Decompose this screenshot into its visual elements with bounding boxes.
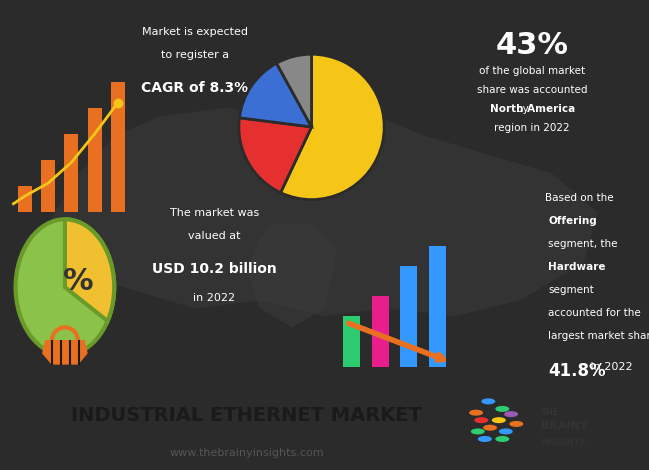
Text: share was accounted: share was accounted <box>477 85 587 95</box>
Bar <box>42 160 55 212</box>
Text: segment: segment <box>548 285 594 295</box>
Text: segment, the: segment, the <box>548 239 618 249</box>
Bar <box>400 266 417 367</box>
Bar <box>372 296 389 367</box>
Circle shape <box>16 219 114 355</box>
Text: of the global market: of the global market <box>479 65 585 76</box>
Text: largest market share of: largest market share of <box>548 331 649 341</box>
Text: INSIGHTS: INSIGHTS <box>541 438 585 447</box>
Polygon shape <box>32 108 597 316</box>
Text: www.thebrainyinsights.com: www.thebrainyinsights.com <box>169 448 324 458</box>
Text: The market was: The market was <box>169 208 259 218</box>
Text: by: by <box>516 104 532 114</box>
Circle shape <box>509 421 523 427</box>
Circle shape <box>495 406 509 412</box>
Text: in 2022: in 2022 <box>193 293 235 303</box>
Bar <box>88 108 101 212</box>
Text: to register a: to register a <box>161 50 228 60</box>
Circle shape <box>478 436 492 442</box>
Circle shape <box>495 436 509 442</box>
Circle shape <box>483 425 497 431</box>
Text: BRAINY: BRAINY <box>541 421 587 431</box>
Wedge shape <box>65 219 114 321</box>
Text: North America: North America <box>489 104 575 114</box>
Circle shape <box>474 417 488 423</box>
Wedge shape <box>276 54 312 127</box>
Bar <box>343 316 360 367</box>
Circle shape <box>492 417 506 423</box>
Text: CAGR of 8.3%: CAGR of 8.3% <box>141 81 249 95</box>
Text: USD 10.2 billion: USD 10.2 billion <box>152 262 276 276</box>
Circle shape <box>469 410 483 415</box>
Text: in 2022: in 2022 <box>587 362 633 372</box>
Text: Hardware: Hardware <box>548 262 606 272</box>
Text: INDUSTRIAL ETHERNET MARKET: INDUSTRIAL ETHERNET MARKET <box>71 406 422 424</box>
Text: Offering: Offering <box>548 216 597 226</box>
Text: valued at: valued at <box>188 231 240 241</box>
Text: region in 2022: region in 2022 <box>495 123 570 133</box>
Text: 43%: 43% <box>496 31 569 60</box>
Text: 41.8%: 41.8% <box>548 362 606 380</box>
Wedge shape <box>239 118 312 193</box>
Circle shape <box>482 399 495 404</box>
Wedge shape <box>239 63 312 127</box>
Text: Market is expected: Market is expected <box>141 27 248 37</box>
Circle shape <box>504 411 518 417</box>
Polygon shape <box>247 224 337 328</box>
Text: accounted for the: accounted for the <box>548 308 641 318</box>
Circle shape <box>471 429 485 434</box>
Text: Based on the: Based on the <box>545 193 617 203</box>
Bar <box>429 246 446 367</box>
Bar <box>18 186 32 212</box>
Text: %: % <box>62 267 93 296</box>
Text: THE: THE <box>541 408 559 417</box>
Bar <box>64 134 79 212</box>
Bar <box>111 82 125 212</box>
Polygon shape <box>43 341 87 364</box>
Circle shape <box>499 429 513 434</box>
Wedge shape <box>280 54 384 200</box>
